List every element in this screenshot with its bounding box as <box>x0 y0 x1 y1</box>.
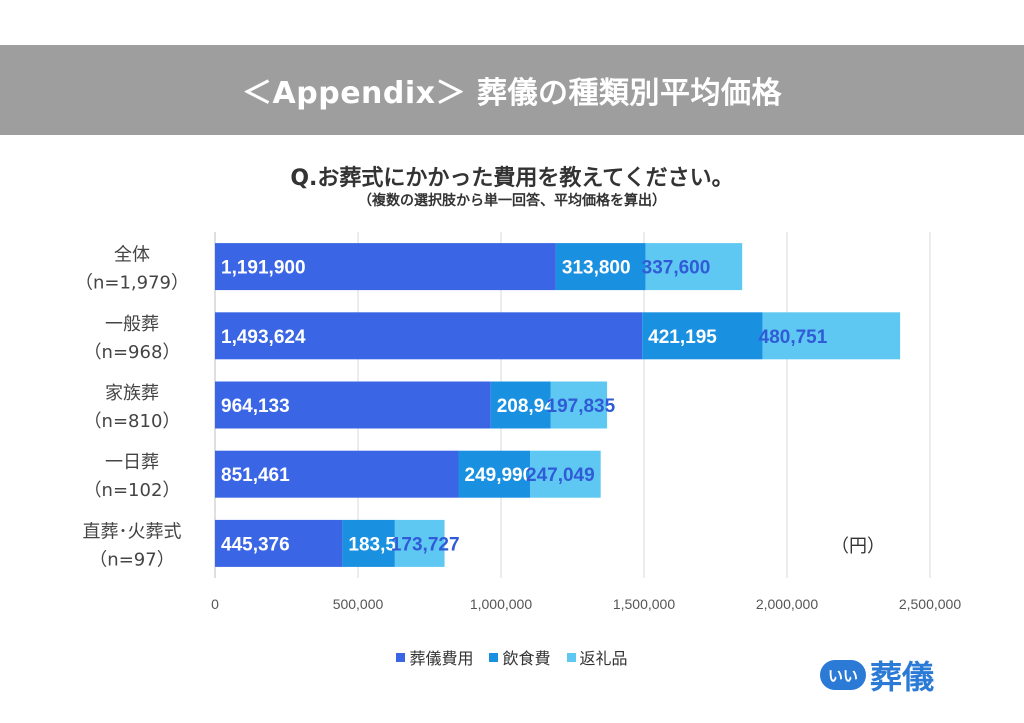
x-tick-label: 0 <box>211 596 219 612</box>
legend-swatch-funeral <box>396 652 406 662</box>
x-tick-label: 1,000,000 <box>470 596 532 612</box>
bar-segment <box>394 519 445 567</box>
bar-segment <box>215 381 491 429</box>
data-label: 421,195 <box>648 327 717 348</box>
bar-segment <box>762 312 901 360</box>
category-label: 家族葬 <box>105 383 159 404</box>
bar-segment <box>645 243 743 291</box>
category-n-label: （n=810） <box>84 411 181 432</box>
data-label: 480,751 <box>759 327 828 348</box>
category-label: 一般葬 <box>105 314 159 335</box>
legend-swatch-gift <box>566 652 576 662</box>
x-tick-label: 500,000 <box>333 596 384 612</box>
bar-segment <box>530 450 601 498</box>
legend-label-funeral: 葬儀費用 <box>409 649 474 668</box>
question-title: Q.お葬式にかかった費用を教えてください。 <box>290 166 734 191</box>
brand-logo: いい 葬儀 <box>820 652 934 698</box>
data-label: 851,461 <box>221 465 290 486</box>
bar-segment <box>550 381 608 429</box>
category-n-label: （n=102） <box>84 480 181 501</box>
legend-item-food: 飲食費 <box>489 645 551 669</box>
bar-segment <box>215 243 556 291</box>
data-label: 337,600 <box>642 258 711 279</box>
logo-badge: いい <box>820 660 866 690</box>
bar-segment <box>215 450 459 498</box>
legend-item-funeral: 葬儀費用 <box>396 645 473 669</box>
bar-segment <box>215 519 343 567</box>
x-tick-label: 2,500,000 <box>899 596 961 612</box>
data-label: 1,493,624 <box>221 327 306 348</box>
page-title: ＜Appendix＞ 葬儀の種類別平均価格 <box>242 76 782 111</box>
bar-segment <box>490 381 551 429</box>
legend-item-gift: 返礼品 <box>566 645 628 669</box>
data-label: 249,990 <box>465 465 534 486</box>
data-label: 247,049 <box>526 465 595 486</box>
bar-segment <box>342 519 395 567</box>
bar-segment <box>458 450 531 498</box>
category-label: 一日葬 <box>105 452 159 473</box>
category-n-label: （n=97） <box>89 549 174 570</box>
legend-swatch-food <box>489 652 499 662</box>
question-subtitle: （複数の選択肢から単一回答、平均価格を算出） <box>358 193 666 209</box>
data-label: 964,133 <box>221 396 290 417</box>
category-n-label: （n=1,979） <box>75 273 189 294</box>
chart-legend: 葬儀費用 飲食費 返礼品 <box>0 645 1024 669</box>
category-label: 全体 <box>114 245 150 266</box>
legend-label-food: 飲食費 <box>502 649 551 668</box>
data-label: 445,376 <box>221 534 290 555</box>
x-tick-label: 2,000,000 <box>756 596 818 612</box>
bar-segment <box>555 243 646 291</box>
data-label: 208,946 <box>497 396 566 417</box>
bar-segment <box>215 312 643 360</box>
category-label: 直葬･火葬式 <box>83 521 182 542</box>
legend-label-gift: 返礼品 <box>579 649 628 668</box>
logo-text: 葬儀 <box>870 658 935 696</box>
data-label: 313,800 <box>562 258 631 279</box>
data-label: 1,191,900 <box>221 258 306 279</box>
data-label: 197,835 <box>547 396 616 417</box>
unit-label: （円） <box>831 536 885 557</box>
page-header: ＜Appendix＞ 葬儀の種類別平均価格 <box>0 45 1024 135</box>
data-label: 173,727 <box>391 534 460 555</box>
bar-segment <box>642 312 763 360</box>
category-n-label: （n=968） <box>84 342 181 363</box>
x-tick-label: 1,500,000 <box>613 596 675 612</box>
